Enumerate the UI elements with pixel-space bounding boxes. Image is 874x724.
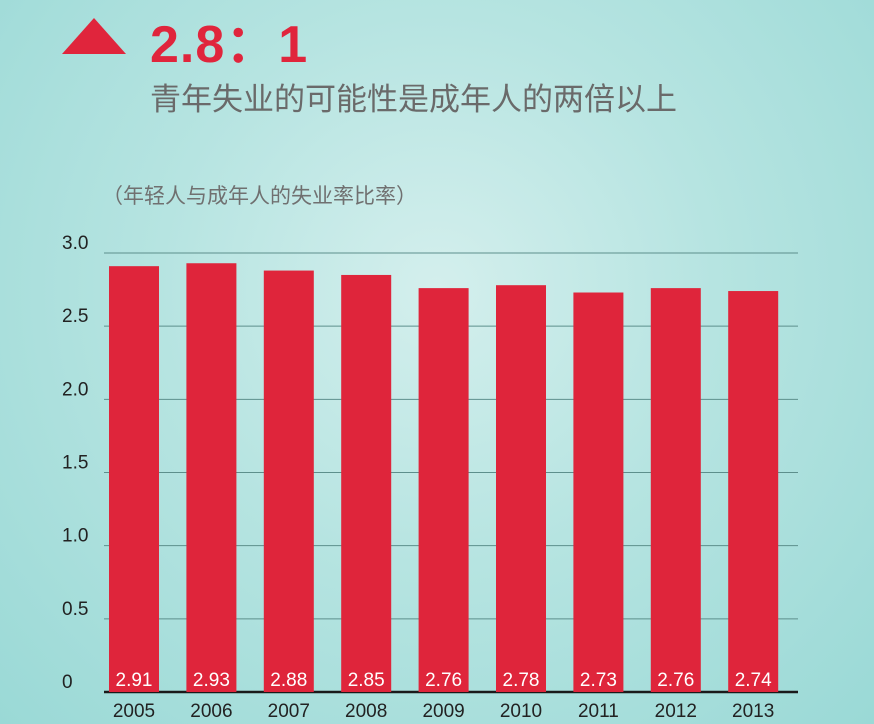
bar-value-label: 2.74 bbox=[735, 670, 772, 691]
x-axis-ticks: 2005 2006 2007 2008 2009 2010 2011 2012 2013 bbox=[113, 701, 774, 722]
bar-value-label: 2.88 bbox=[270, 670, 307, 691]
x-tick-label: 2013 bbox=[732, 701, 774, 722]
x-tick-label: 2005 bbox=[113, 701, 155, 722]
y-tick-label: 2.5 bbox=[62, 306, 88, 327]
headline-ratio: 2.8：1 bbox=[150, 16, 309, 74]
y-tick-label: 0.5 bbox=[62, 599, 88, 620]
bar-value-label: 2.93 bbox=[193, 670, 230, 691]
bars bbox=[109, 263, 779, 692]
x-tick-label: 2010 bbox=[500, 701, 542, 722]
x-tick-label: 2007 bbox=[268, 701, 310, 722]
y-tick-label: 2.0 bbox=[62, 379, 88, 400]
y-tick-label: 3.0 bbox=[62, 233, 88, 254]
x-tick-label: 2006 bbox=[190, 701, 232, 722]
value-labels: 2.91 2.93 2.88 2.85 2.76 2.78 2.73 2.76 2.74 bbox=[116, 670, 773, 691]
y-axis-ticks: 0 0.5 1.0 1.5 2.0 2.5 3.0 bbox=[62, 233, 88, 693]
up-triangle-icon bbox=[62, 18, 126, 54]
y-tick-label: 1.0 bbox=[62, 526, 88, 547]
bar bbox=[728, 291, 779, 692]
chart-title: （年轻人与成年人的失业率比率） bbox=[102, 184, 417, 208]
page-subtitle: 青年失业的可能性是成年人的两倍以上 bbox=[150, 82, 677, 118]
x-tick-label: 2009 bbox=[422, 701, 464, 722]
bar-value-label: 2.76 bbox=[657, 670, 694, 691]
y-tick-label: 0 bbox=[62, 672, 73, 693]
bar bbox=[418, 288, 469, 692]
bar bbox=[573, 292, 624, 692]
bar bbox=[341, 274, 392, 692]
bar-value-label: 2.78 bbox=[503, 670, 540, 691]
bar-value-label: 2.73 bbox=[580, 670, 617, 691]
x-tick-label: 2008 bbox=[345, 701, 387, 722]
y-tick-label: 1.5 bbox=[62, 453, 88, 474]
bar bbox=[263, 270, 314, 692]
x-tick-label: 2011 bbox=[578, 701, 619, 722]
bar-value-label: 2.85 bbox=[348, 670, 385, 691]
bar-value-label: 2.76 bbox=[425, 670, 462, 691]
bar bbox=[650, 288, 701, 692]
bar bbox=[109, 266, 159, 692]
bar bbox=[496, 285, 546, 692]
x-tick-label: 2012 bbox=[655, 701, 697, 722]
bar-value-label: 2.91 bbox=[116, 670, 153, 691]
bar bbox=[186, 263, 237, 692]
